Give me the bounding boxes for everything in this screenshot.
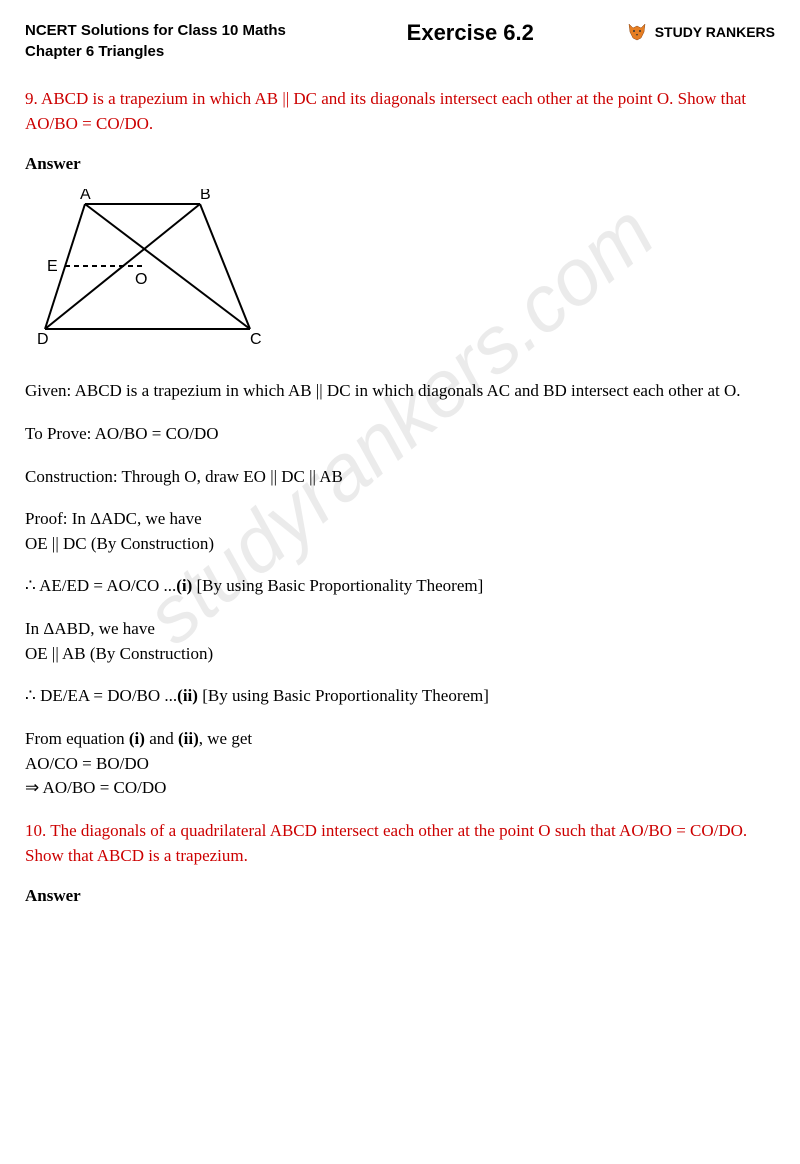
- construction-text: Construction: Through O, draw EO || DC |…: [25, 465, 775, 490]
- label-D: D: [37, 331, 49, 348]
- given-text: Given: ABCD is a trapezium in which AB |…: [25, 379, 775, 404]
- brand-logo: STUDY RANKERS: [625, 20, 775, 44]
- proof-line-7: AO/CO = BO/DO: [25, 752, 775, 777]
- proof-intro: Proof: In ΔADC, we have: [25, 507, 775, 532]
- proof-line-3: In ΔABD, we have: [25, 617, 775, 642]
- exercise-title: Exercise 6.2: [286, 20, 625, 46]
- proof-line-4: OE || AB (By Construction): [25, 642, 775, 667]
- page-header: NCERT Solutions for Class 10 Maths Chapt…: [25, 20, 775, 62]
- label-E: E: [47, 258, 58, 275]
- label-O: O: [135, 271, 147, 288]
- toprove-text: To Prove: AO/BO = CO/DO: [25, 422, 775, 447]
- proof-line-5: ∴ DE/EA = DO/BO ...(ii) [By using Basic …: [25, 684, 775, 709]
- brand-text: STUDY RANKERS: [655, 24, 775, 40]
- answer-label-10: Answer: [25, 886, 775, 906]
- header-title-line2: Chapter 6 Triangles: [25, 41, 286, 62]
- label-B: B: [200, 189, 211, 203]
- question-10: 10. The diagonals of a quadrilateral ABC…: [25, 819, 775, 868]
- label-C: C: [250, 331, 262, 348]
- trapezium-diagram: A B C D E O: [35, 189, 775, 354]
- header-title-line1: NCERT Solutions for Class 10 Maths: [25, 20, 286, 41]
- proof-line-6: From equation (i) and (ii), we get: [25, 727, 775, 752]
- label-A: A: [80, 189, 91, 203]
- answer-label-9: Answer: [25, 154, 775, 174]
- proof-line-8: ⇒ AO/BO = CO/DO: [25, 776, 775, 801]
- fox-icon: [625, 20, 649, 44]
- proof-line-2: ∴ AE/ED = AO/CO ...(i) [By using Basic P…: [25, 574, 775, 599]
- proof-line-1: OE || DC (By Construction): [25, 532, 775, 557]
- question-9: 9. ABCD is a trapezium in which AB || DC…: [25, 87, 775, 136]
